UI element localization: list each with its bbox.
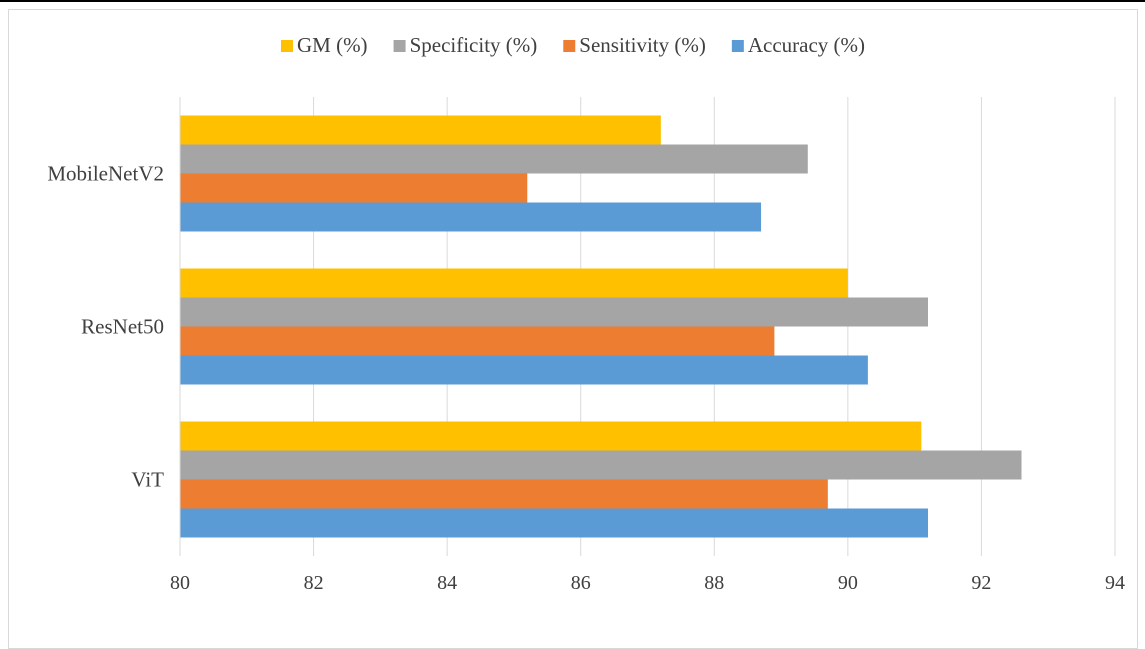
bar-resnet50-specificity — [180, 297, 928, 327]
legend-swatch — [731, 40, 744, 52]
x-tick-label: 90 — [838, 572, 858, 594]
x-tick-label: 92 — [971, 572, 991, 594]
x-tick-label: 88 — [704, 572, 724, 594]
bar-vit-accuracy — [180, 508, 928, 538]
legend-swatch — [393, 40, 406, 52]
x-tick-label: 94 — [1105, 572, 1125, 594]
legend-label: Specificity (%) — [410, 33, 538, 57]
bar-vit-sensitivity — [180, 479, 828, 509]
legend-item: GM (%) — [280, 33, 368, 57]
category-label: ResNet50 — [81, 315, 164, 339]
bar-vit-gm — [180, 421, 922, 451]
bar-chart: 80 82 84 86 88 90 92 94 ViT ResNet50 MobileNetV2 G… — [47, 33, 1125, 594]
bar-vit-specificity — [180, 450, 1022, 480]
legend: GM (%) Specificity (%) Sensitivity (%) Accu… — [280, 33, 865, 57]
bars — [180, 115, 1022, 538]
legend-item: Accuracy (%) — [731, 33, 865, 57]
x-tick-label: 80 — [170, 572, 190, 594]
legend-swatch — [280, 40, 293, 52]
legend-item: Specificity (%) — [393, 33, 538, 57]
axes: 80 82 84 86 88 90 92 94 ViT ResNet50 MobileNetV2 — [47, 97, 1125, 594]
legend-item: Sensitivity (%) — [563, 33, 706, 57]
category-label: ViT — [131, 468, 164, 492]
x-tick-label: 84 — [437, 572, 457, 594]
legend-label: Accuracy (%) — [748, 33, 865, 57]
legend-swatch — [563, 40, 576, 52]
bar-mobilenetv2-gm — [180, 115, 661, 145]
category-label: MobileNetV2 — [47, 162, 164, 186]
bar-resnet50-gm — [180, 268, 848, 298]
legend-label: GM (%) — [297, 33, 368, 57]
bar-resnet50-sensitivity — [180, 326, 775, 356]
x-tick-label: 86 — [571, 572, 591, 594]
top-rule — [0, 0, 1145, 2]
x-tick-label: 82 — [304, 572, 324, 594]
legend-label: Sensitivity (%) — [579, 33, 706, 57]
bar-mobilenetv2-specificity — [180, 144, 808, 174]
bar-mobilenetv2-accuracy — [180, 202, 762, 232]
bar-mobilenetv2-sensitivity — [180, 173, 528, 203]
bar-resnet50-accuracy — [180, 355, 868, 385]
